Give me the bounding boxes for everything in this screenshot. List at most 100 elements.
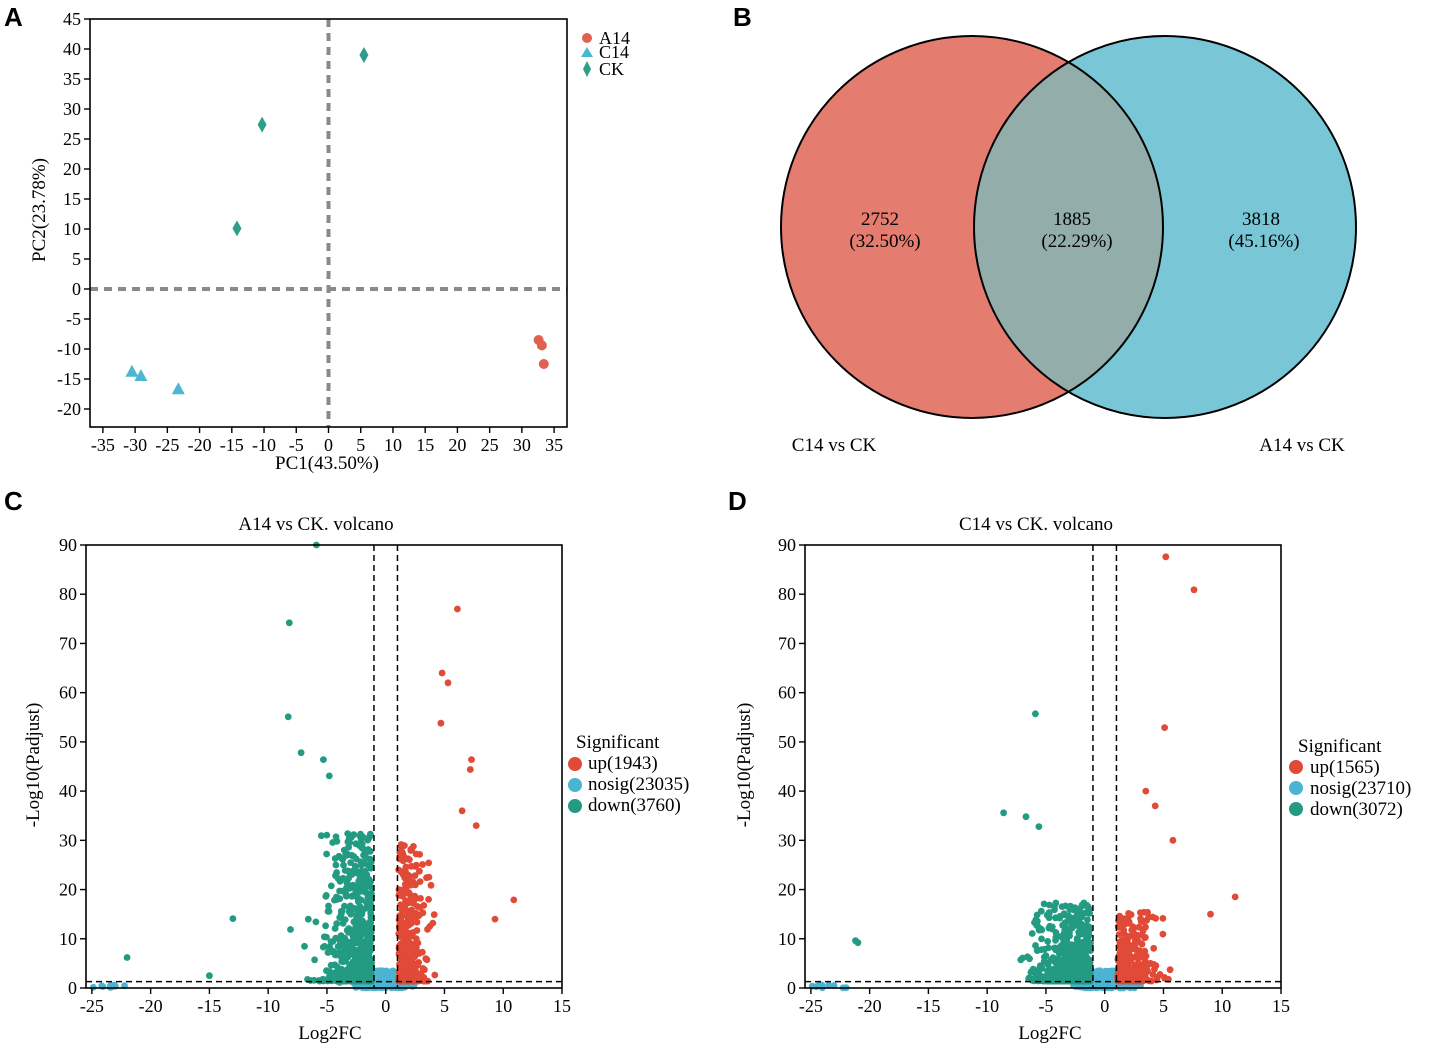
volcano-point-down xyxy=(1049,966,1057,973)
volcano-point-down xyxy=(1045,909,1053,917)
venn-set-label-left: C14 vs CK xyxy=(792,435,877,456)
volcano-c14-legend: Significant up(1565) nosig(23710) down(3… xyxy=(1289,736,1411,820)
volcano-c14-x-axis-label: Log2FC xyxy=(1018,1023,1081,1044)
volcano-point-up xyxy=(408,917,416,924)
volcano-point-down xyxy=(1040,953,1048,961)
volcano-point-down xyxy=(346,839,354,846)
volcano-point-down xyxy=(1074,969,1082,977)
volcano-point-up xyxy=(1207,910,1214,918)
volcano-point-up xyxy=(458,807,466,815)
venn-overlap-percent: (22.29%) xyxy=(1041,231,1112,252)
volcano-point-down xyxy=(365,954,373,962)
volcano-point-down xyxy=(1073,911,1081,919)
volcano-point-down xyxy=(1050,976,1058,984)
volcano-point-up xyxy=(1126,946,1134,954)
volcano-c14-title: C14 vs CK. volcano xyxy=(959,514,1113,535)
volcano-point-down xyxy=(1036,964,1044,972)
volcano-point-up xyxy=(1190,586,1198,594)
volcano-point-down xyxy=(1035,823,1043,830)
pca-point-a14 xyxy=(536,340,547,351)
volcano-point-down xyxy=(1051,906,1058,914)
volcano-point-up xyxy=(1137,966,1145,973)
volcano-point-down xyxy=(332,861,340,869)
volcano-point-down xyxy=(360,851,367,859)
volcano-y-tick-label: 80 xyxy=(59,584,77,604)
volcano-point-down xyxy=(1044,967,1051,975)
volcano-point-down xyxy=(1068,955,1076,963)
volcano-point-up xyxy=(1142,787,1150,795)
volcano-point-up xyxy=(1124,936,1131,944)
volcano-point-up xyxy=(1231,893,1239,901)
volcano-point-up xyxy=(400,940,408,948)
volcano-y-tick-label: 40 xyxy=(778,781,796,801)
volcano-point-up xyxy=(468,756,475,763)
pca-y-tick-label: 0 xyxy=(72,279,81,299)
volcano-point-down xyxy=(340,947,348,955)
legend-label-nosig: nosig(23710) xyxy=(1310,778,1411,799)
volcano-point-up xyxy=(1117,960,1125,968)
venn-right-percent: (45.16%) xyxy=(1228,231,1299,252)
volcano-point-down xyxy=(1054,933,1062,940)
volcano-point-up xyxy=(405,871,412,879)
volcano-point-down xyxy=(1045,973,1053,981)
volcano-point-up xyxy=(1159,930,1167,938)
volcano-point-up xyxy=(1142,952,1150,960)
volcano-point-up xyxy=(510,896,518,904)
volcano-point-down xyxy=(341,867,349,874)
legend-label-a14: A14 xyxy=(599,28,630,48)
volcano-y-tick-label: 40 xyxy=(59,781,77,801)
pca-y-axis-label: PC2(23.78%) xyxy=(29,158,50,262)
volcano-point-down xyxy=(1084,972,1092,980)
volcano-point-down xyxy=(1052,899,1060,907)
volcano-point-down xyxy=(353,912,361,920)
volcano-x-tick-label: 5 xyxy=(440,996,449,1016)
volcano-point-up xyxy=(410,900,417,907)
pca-x-tick-label: -20 xyxy=(188,435,212,455)
volcano-point-up xyxy=(398,892,406,900)
volcano-point-up xyxy=(401,880,409,888)
panel-label-b: B xyxy=(733,2,752,32)
volcano-x-tick-label: 15 xyxy=(553,996,571,1016)
volcano-point-up xyxy=(1124,966,1132,973)
panel-label-d: D xyxy=(728,486,747,516)
volcano-point-down xyxy=(1000,809,1007,817)
volcano-x-tick-label: -10 xyxy=(256,996,280,1016)
volcano-plot-c14: -25 -20 -15 -10 -5 0 5 10 150102030405060708090 … xyxy=(734,514,1411,1044)
pca-x-tick-label: 5 xyxy=(356,435,365,455)
volcano-y-tick-label: 10 xyxy=(778,929,796,949)
volcano-point-down xyxy=(352,840,360,848)
legend-marker-a14 xyxy=(582,33,592,43)
pca-x-tick-label: 0 xyxy=(324,435,333,455)
volcano-point-down xyxy=(357,888,365,895)
volcano-a14-x-axis-label: Log2FC xyxy=(298,1023,361,1044)
volcano-x-tick-label: 0 xyxy=(381,996,390,1016)
volcano-point-down xyxy=(354,923,362,930)
volcano-point-up xyxy=(1115,931,1123,938)
pca-y-tick-label: 20 xyxy=(63,159,81,179)
volcano-point-down xyxy=(350,965,357,972)
volcano-point-up xyxy=(411,872,419,879)
volcano-point-up xyxy=(427,881,435,889)
volcano-point-down xyxy=(340,861,347,869)
pca-x-tick-label: 35 xyxy=(545,435,563,455)
legend-marker-down xyxy=(568,799,582,813)
volcano-c14-legend-title: Significant xyxy=(1298,736,1382,757)
volcano-x-tick-label: -15 xyxy=(916,996,940,1016)
volcano-point-nosig xyxy=(374,967,382,975)
pca-point-ck xyxy=(232,220,242,237)
volcano-point-down xyxy=(325,908,333,915)
volcano-point-down xyxy=(1038,935,1045,943)
volcano-point-down xyxy=(323,933,330,941)
volcano-point-down xyxy=(301,942,308,950)
volcano-point-up xyxy=(1127,957,1134,965)
volcano-point-up xyxy=(1162,553,1170,561)
volcano-point-up xyxy=(407,862,415,870)
volcano-point-down xyxy=(356,951,363,959)
volcano-point-up xyxy=(1141,934,1148,942)
volcano-point-down xyxy=(1086,959,1094,967)
volcano-point-down xyxy=(1044,938,1052,945)
volcano-point-down xyxy=(364,976,372,984)
pca-point-ck xyxy=(257,116,267,133)
volcano-point-down xyxy=(1061,911,1068,919)
